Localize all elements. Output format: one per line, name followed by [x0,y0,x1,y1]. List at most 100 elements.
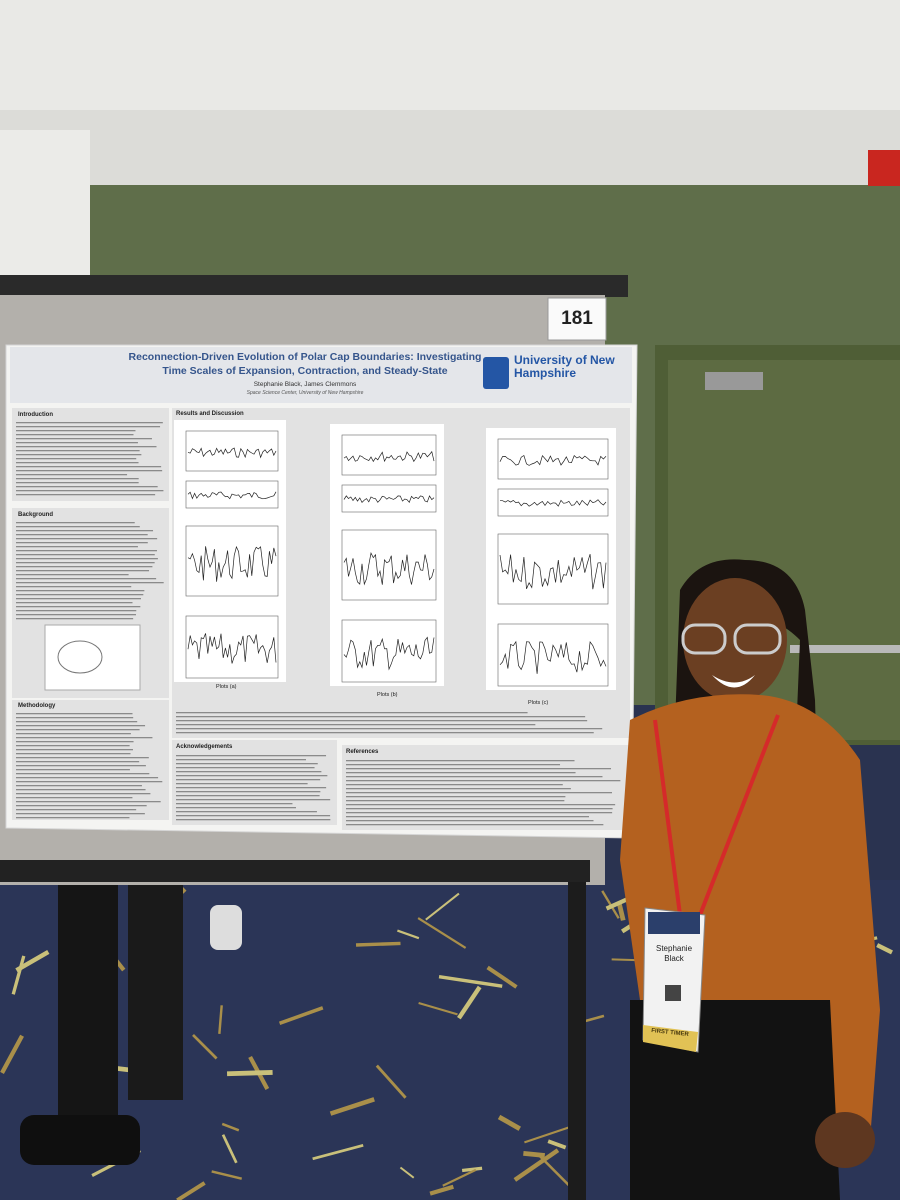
text-line [176,759,306,761]
text-line [346,788,571,790]
text-line [346,808,613,810]
plot-frame [497,488,609,517]
text-line [16,526,140,528]
plot-trace [187,633,277,664]
visitor-leg [128,885,183,1100]
plot-panel [330,424,444,686]
text-line [16,598,141,600]
plots [174,420,616,690]
text-line [176,771,322,773]
text-line [16,741,134,743]
text-line [16,570,150,572]
text-line [16,574,129,576]
text-line [16,530,154,532]
text-line [346,792,612,794]
text-line [16,474,128,476]
text-line [16,554,155,556]
carpet-vein [457,985,482,1020]
text-line [16,801,161,803]
text-line [176,763,318,765]
text-line [16,494,156,496]
text-line [176,732,594,734]
ack-box [172,740,337,825]
carpet-vein [418,1002,458,1016]
text-line [16,749,133,751]
text-line [16,490,164,492]
text-line [16,546,138,548]
carpet-vein [876,943,893,955]
text-line [16,486,158,488]
board-top [0,275,628,297]
carpet-vein [397,929,420,940]
text-line [16,462,139,464]
text-line [176,819,331,821]
text-line [16,450,140,452]
text-line [16,757,149,759]
carpet-vein [375,1064,407,1099]
text-line [16,606,141,608]
carpet-vein [547,1139,567,1150]
plot-trace [499,553,607,590]
text-line [176,716,586,718]
plot-trace [343,552,435,586]
carpet-vein [218,1005,223,1034]
text-line [346,764,561,766]
text-line [16,562,155,564]
plot-frame [497,533,609,605]
plot-panel [486,428,616,690]
lanyard [653,714,780,916]
text-line [16,777,159,779]
poster-header [10,347,632,403]
plot-trace [500,499,607,507]
carpet-vein [278,1006,324,1026]
unh-shield [483,357,509,389]
text-line [16,733,131,735]
text-line [16,614,136,616]
text-line [16,729,140,731]
exit-sign [868,150,900,186]
text-line [16,805,147,807]
text-line [16,566,153,568]
booth-sign [547,297,607,341]
text-line [16,594,144,596]
badge-name: Stephanie Black [655,944,693,963]
carpet-vein [0,1034,24,1074]
carpet-vein [221,1122,240,1132]
carpet-vein [429,1184,454,1196]
text-line [16,745,130,747]
door-closer [705,372,763,390]
text-line [16,522,135,524]
text-line [16,458,137,460]
section-heading: References [346,749,379,755]
text-line [176,755,327,757]
text-line [176,712,528,714]
text-line [176,724,536,726]
carpet-vein [226,1070,273,1077]
carpet-vein [221,1134,238,1164]
board-leg [568,880,586,1200]
text-line [16,550,157,552]
text-line [16,618,134,620]
section-heading: Introduction [18,412,53,418]
text-line [16,809,137,811]
plot-frame [341,434,437,476]
text-line [16,534,148,536]
carpet-vein [399,1166,415,1179]
text-line [16,813,145,815]
text-line [16,769,130,771]
text-line [16,446,157,448]
text-line [176,807,296,809]
text-line [16,753,131,755]
text-line [16,482,139,484]
text-line [16,470,163,472]
text-line [346,780,621,782]
text-line [16,422,163,424]
carpet-vein [11,955,26,995]
plot-caption: Plots (c) [528,700,549,706]
poster-affiliation: Space Science Center, University of New … [246,390,364,396]
text-line [176,803,293,805]
text-line [16,789,146,791]
text-line [16,737,153,739]
plot-frame [185,525,279,597]
text-line [346,816,589,818]
